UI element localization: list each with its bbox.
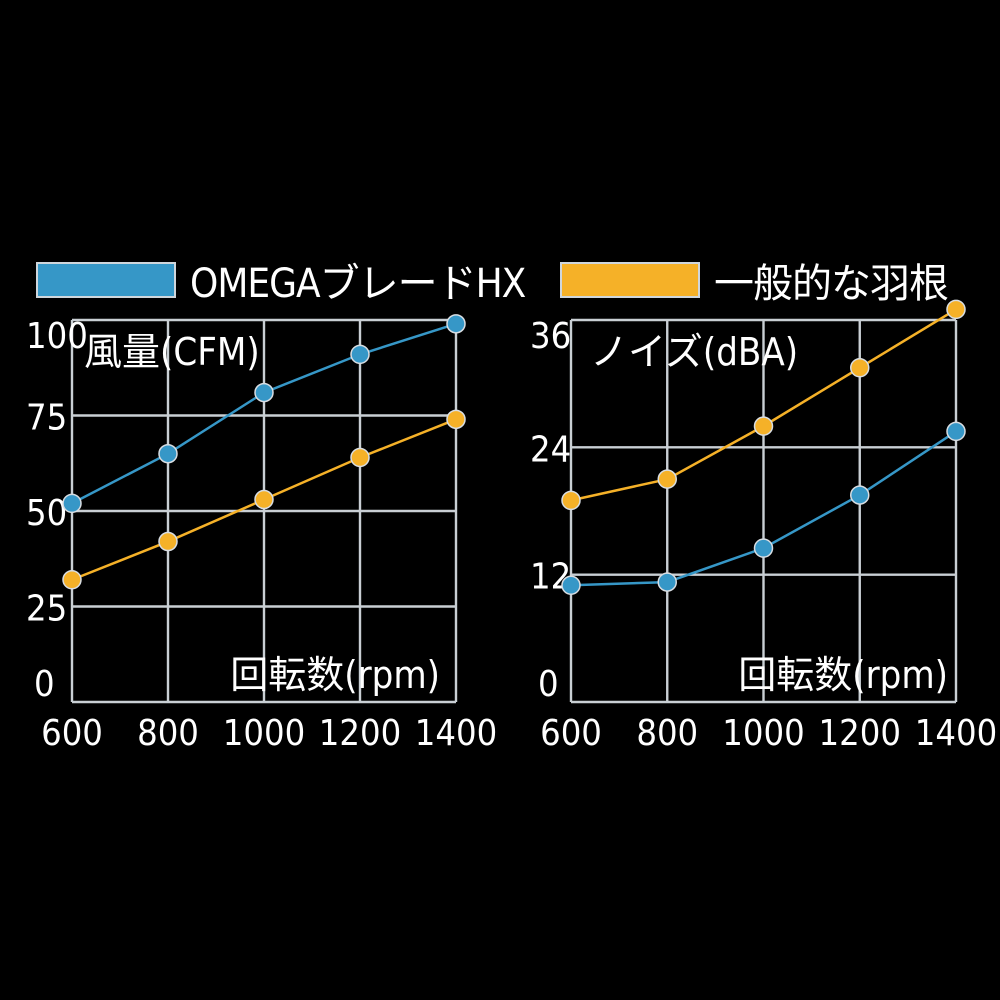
legend-label-standard: 一般的な羽根: [714, 261, 949, 307]
noise-point-omega: [850, 485, 870, 505]
noise-point-omega: [657, 572, 677, 592]
airflow-xtick-label: 1400: [415, 713, 497, 754]
airflow-ytick-label: 50: [26, 493, 67, 534]
airflow-ytick-label: 75: [26, 398, 67, 439]
airflow-title: 風量(CFM): [84, 330, 260, 374]
noise-point-omega: [946, 421, 966, 442]
noise-ytick-label: 36: [530, 316, 571, 357]
airflow-xtick-label: 600: [41, 713, 103, 754]
airflow-xtick-label: 1200: [319, 713, 401, 754]
noise-xtick-label: 1000: [722, 713, 804, 754]
legend-label-omega: OMEGAブレードHX: [190, 261, 526, 307]
noise-xtick-label: 1400: [915, 713, 997, 754]
airflow-point-standard: [254, 489, 274, 510]
noise-xtick-label: 800: [636, 713, 698, 754]
noise-point-standard: [753, 416, 774, 436]
airflow-xlabel: 回転数(rpm): [230, 653, 440, 697]
noise-point-standard: [850, 358, 870, 378]
airflow-point-standard: [446, 409, 466, 430]
airflow-point-omega: [254, 382, 274, 403]
noise-point-standard: [946, 299, 966, 320]
airflow-point-omega: [446, 314, 466, 334]
noise-title: ノイズ(dBA): [590, 330, 798, 374]
noise-point-omega: [561, 575, 581, 596]
airflow-point-standard: [62, 570, 82, 590]
airflow-point-omega: [62, 493, 82, 514]
noise-point-standard: [657, 469, 677, 489]
airflow-chart: 100 75 50 25 0 600 800 1000 1200 1400 風量(CFM) 回転数(r…: [26, 314, 497, 754]
airflow-ytick-label: 25: [26, 589, 67, 630]
noise-xtick-label: 1200: [819, 713, 901, 754]
noise-ytick-label: 24: [530, 429, 571, 470]
airflow-ytick-label: 0: [34, 664, 55, 705]
legend-item-omega: OMEGAブレードHX: [36, 255, 526, 307]
airflow-point-omega: [158, 443, 178, 464]
airflow-ytick-label: 100: [26, 316, 88, 357]
airflow-point-standard: [350, 447, 370, 468]
airflow-xtick-label: 1000: [223, 713, 305, 754]
legend-item-standard: 一般的な羽根: [560, 255, 949, 307]
airflow-xtick-label: 800: [137, 713, 199, 754]
legend-swatch-standard: [560, 262, 700, 298]
noise-xlabel: 回転数(rpm): [738, 653, 948, 697]
noise-ytick-label: 0: [538, 664, 559, 705]
noise-point-standard: [561, 490, 581, 511]
noise-point-omega: [753, 538, 774, 558]
noise-xtick-label: 600: [540, 713, 602, 754]
legend-swatch-omega: [36, 262, 176, 298]
airflow-point-omega: [350, 344, 370, 365]
airflow-point-standard: [158, 531, 178, 552]
